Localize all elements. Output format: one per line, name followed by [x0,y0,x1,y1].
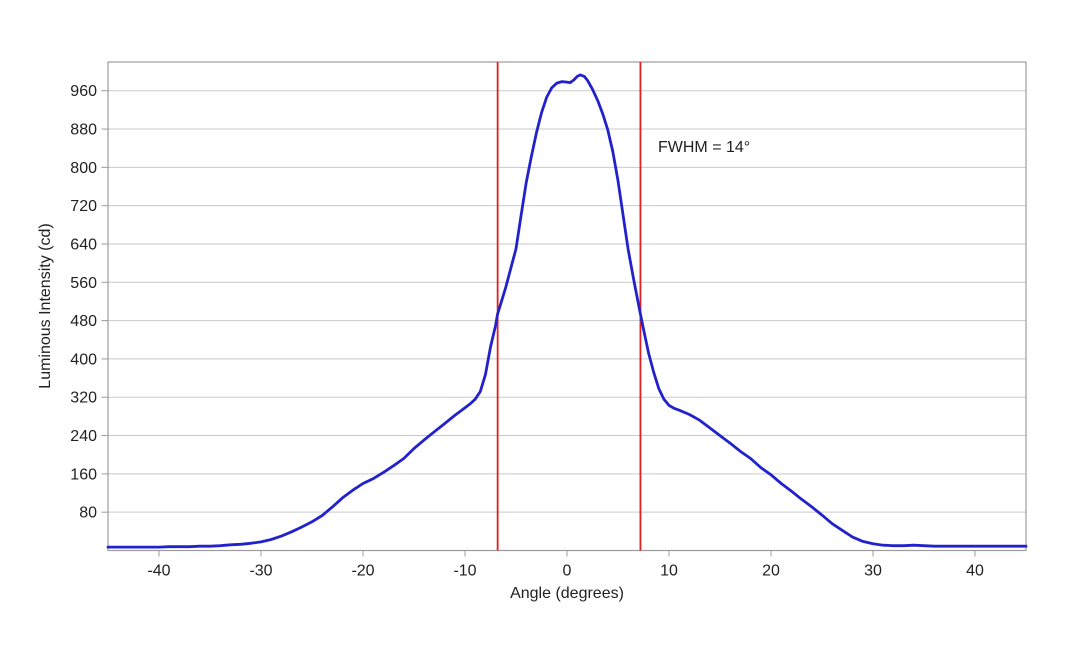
y-tick-label: 320 [70,390,97,407]
y-tick-label: 400 [70,351,97,368]
intensity-curve [106,73,1028,549]
x-tick-label: -40 [147,563,170,580]
y-axis-title: Luminous Intensity (cd) [37,223,54,389]
y-tick-label: 720 [70,198,97,215]
x-tick-label: 10 [660,563,678,580]
fwhm-annotation: FWHM = 14° [658,139,751,156]
x-tick-label: 0 [563,563,572,580]
x-tick-label: 40 [966,563,984,580]
y-tick-label: 240 [70,428,97,445]
x-tick-label: -20 [351,563,374,580]
x-tick-label: -10 [453,563,476,580]
y-tick-label: 160 [70,466,97,483]
y-tick-label: 80 [79,505,97,522]
gridlines-group [108,90,1026,513]
y-tick-label: 640 [70,236,97,253]
y-tick-label: 480 [70,313,97,330]
y-tick-label: 560 [70,275,97,292]
ticks-group [101,90,976,557]
x-axis-title: Angle (degrees) [510,585,624,602]
y-tick-label: 960 [70,83,97,100]
x-tick-label: -30 [249,563,272,580]
y-tick-label: 880 [70,122,97,139]
x-tick-label: 30 [864,563,882,580]
y-tick-label: 800 [70,160,97,177]
plot-border [107,61,1027,552]
x-tick-label: 20 [762,563,780,580]
